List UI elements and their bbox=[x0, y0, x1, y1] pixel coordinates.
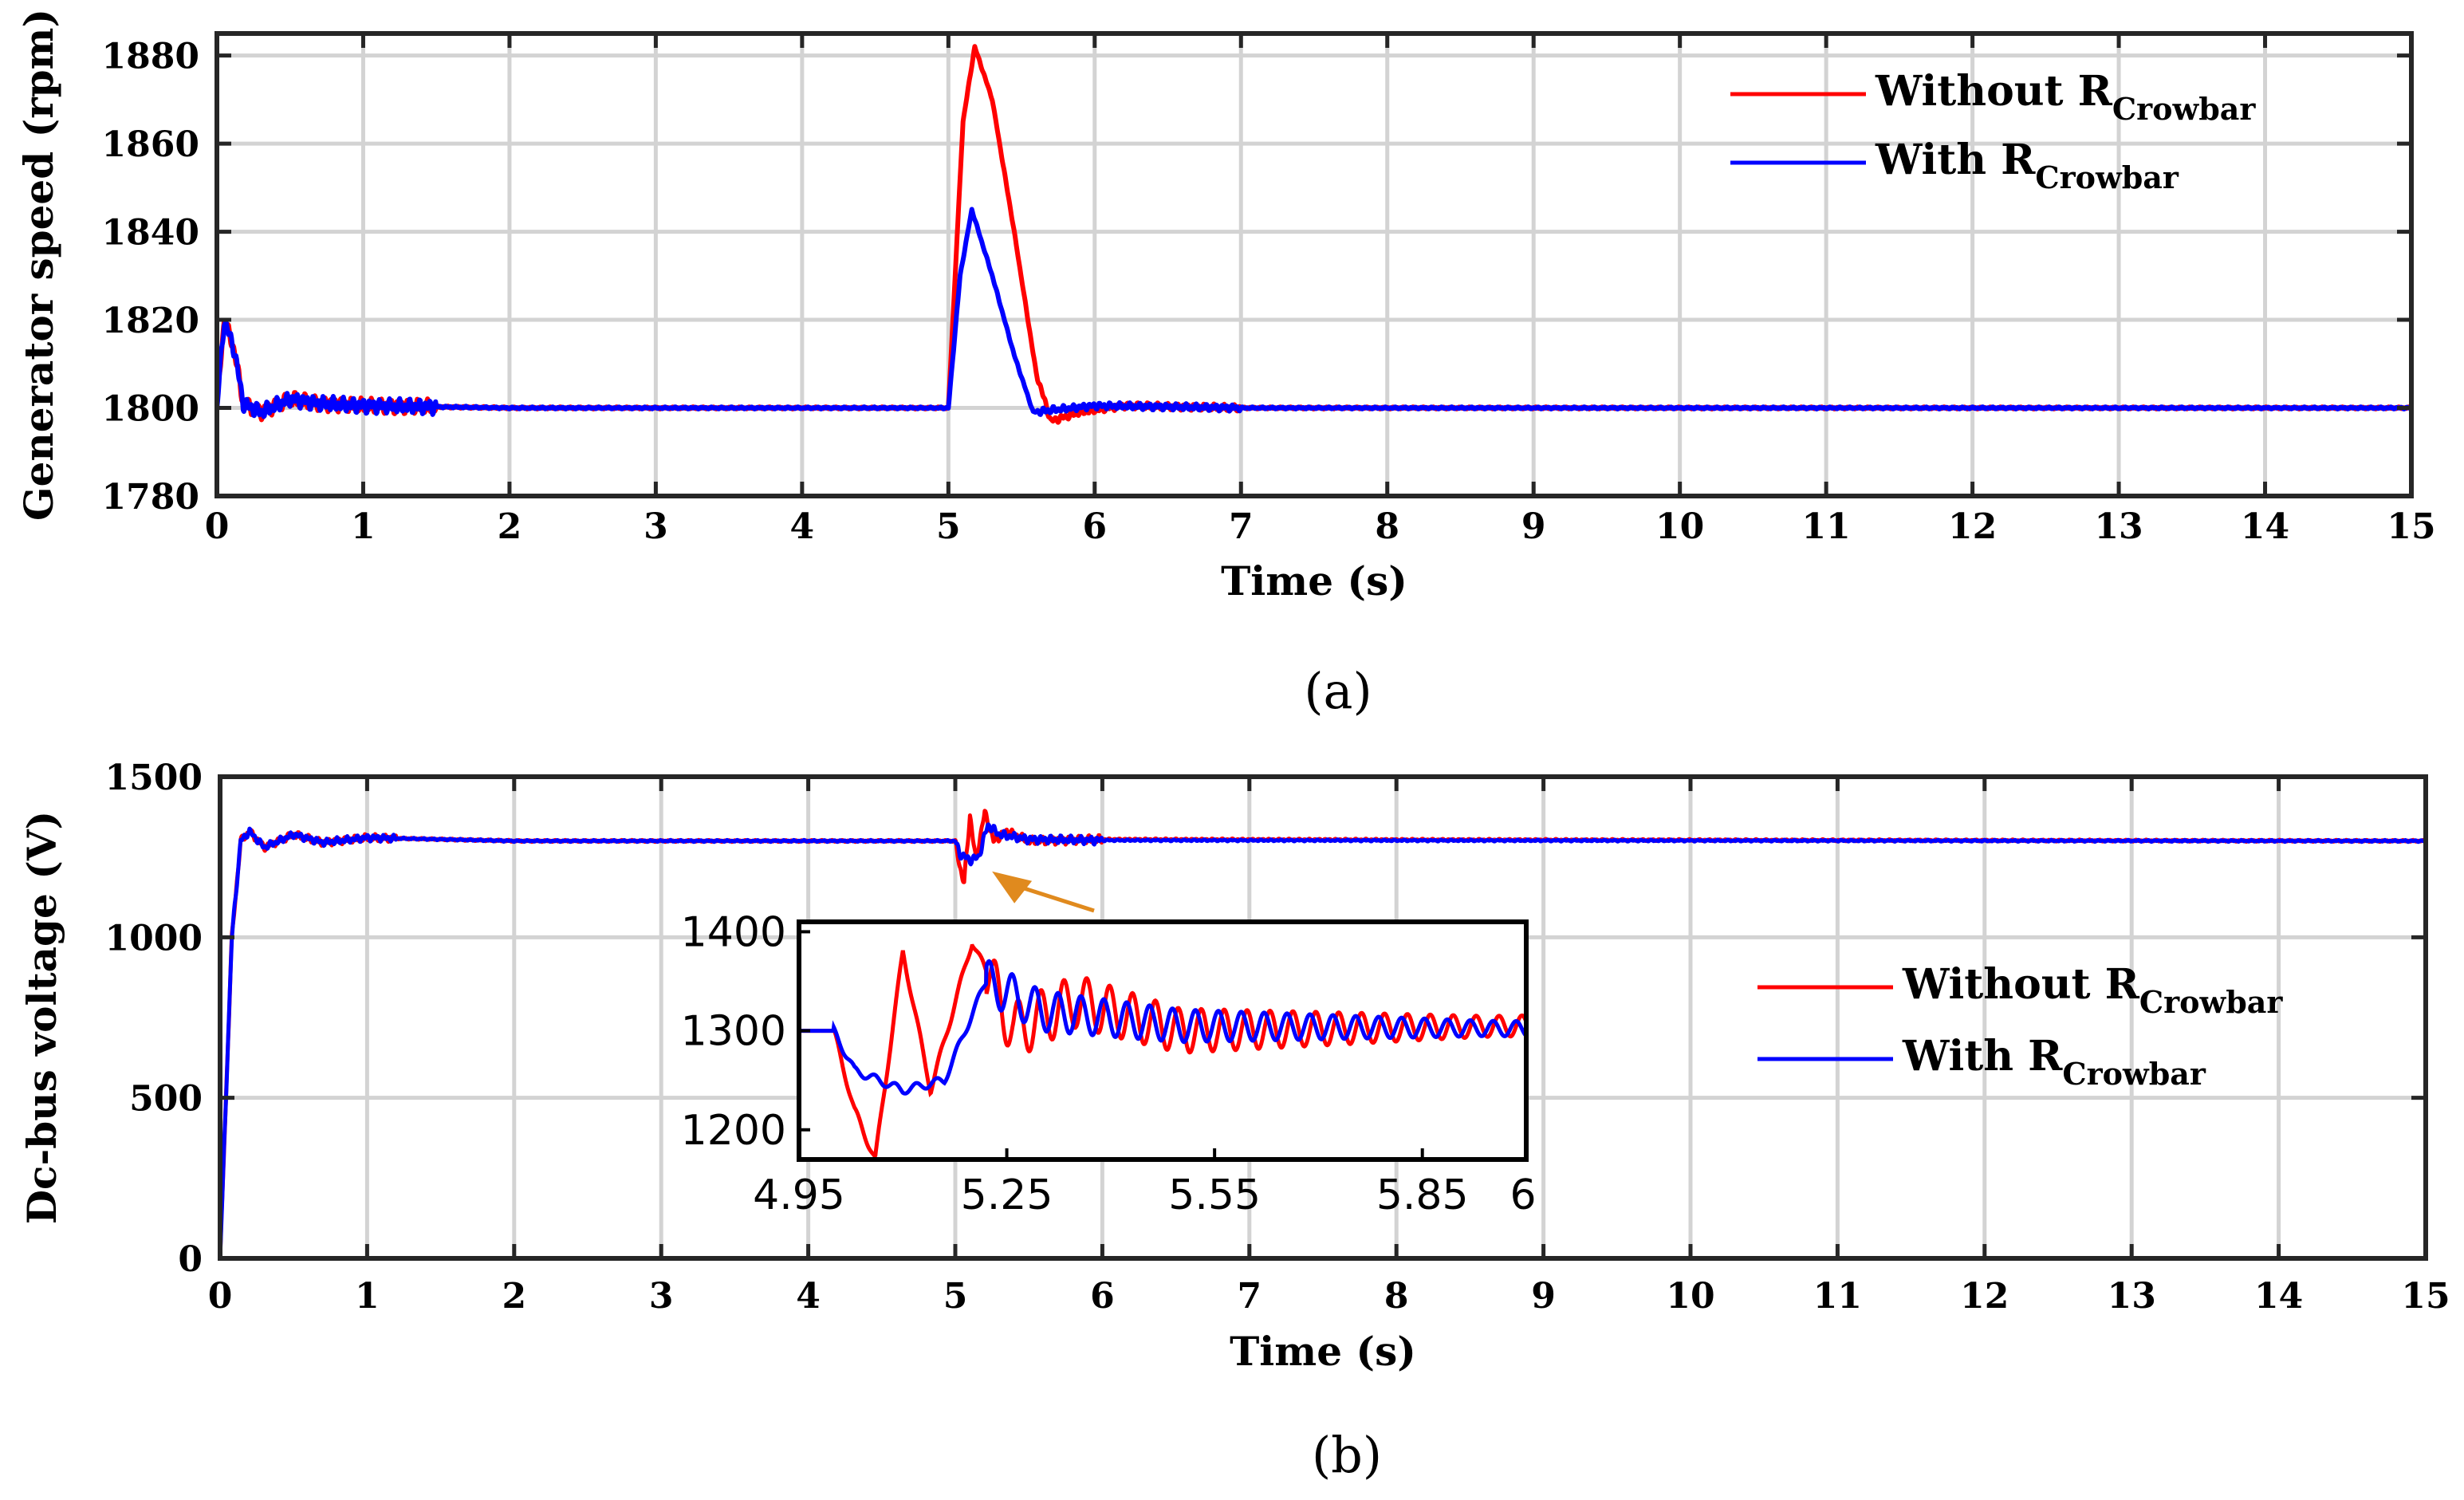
series-line-with bbox=[215, 207, 2414, 419]
inset-x-tick-label: 6 bbox=[1509, 1171, 1536, 1219]
y-axis-label: Dc-bus voltage (V) bbox=[18, 811, 65, 1225]
plot-frame bbox=[218, 774, 2428, 1261]
inset-x-tick-label: 5.25 bbox=[961, 1171, 1053, 1219]
x-tick-label: 10 bbox=[1666, 1276, 1714, 1317]
y-tick-label: 1500 bbox=[105, 758, 203, 798]
x-tick-label: 5 bbox=[943, 1276, 968, 1317]
x-tick-label: 5 bbox=[936, 506, 961, 547]
y-tick-label: 1860 bbox=[102, 124, 199, 165]
x-tick-label: 4 bbox=[796, 1276, 821, 1317]
x-tick-label: 1 bbox=[355, 1276, 380, 1317]
x-tick-label: 14 bbox=[2254, 1276, 2303, 1317]
x-tick-label: 8 bbox=[1375, 506, 1399, 547]
x-tick-label: 6 bbox=[1090, 1276, 1115, 1317]
x-tick-label: 13 bbox=[2108, 1276, 2156, 1317]
x-tick-label: 11 bbox=[1802, 506, 1851, 547]
x-tick-label: 15 bbox=[2401, 1276, 2450, 1317]
x-tick-label: 11 bbox=[1813, 1276, 1862, 1317]
figure-caption: (a) bbox=[1304, 662, 1372, 720]
y-axis-label: Generator speed (rpm) bbox=[15, 9, 62, 521]
legend-label-subscript: Crowbar bbox=[2112, 91, 2257, 127]
legend-label-subscript: Crowbar bbox=[2139, 984, 2284, 1020]
inset-y-tick-label: 1200 bbox=[681, 1107, 786, 1155]
figure-caption: (b) bbox=[1312, 1426, 1382, 1484]
inset-y-tick-label: 1400 bbox=[681, 908, 786, 956]
y-tick-label: 500 bbox=[129, 1079, 203, 1120]
x-tick-label: 1 bbox=[351, 506, 376, 547]
x-tick-label: 0 bbox=[208, 1276, 233, 1317]
legend-label-main: With R bbox=[1902, 1032, 2063, 1081]
chart-a-generator-speed: 0 1 2 3 4 5 6 7 8 9 10 11 12 13 14 15178018001820184018… bbox=[15, 9, 2436, 720]
x-axis-label: Time (s) bbox=[1230, 1328, 1416, 1375]
x-tick-label: 15 bbox=[2387, 506, 2435, 547]
y-tick-label: 1780 bbox=[102, 477, 199, 518]
x-tick-label: 0 bbox=[205, 506, 230, 547]
y-tick-label: 1880 bbox=[102, 37, 199, 77]
x-axis-label: Time (s) bbox=[1221, 557, 1407, 604]
x-tick-label: 10 bbox=[1655, 506, 1704, 547]
y-tick-label: 1800 bbox=[102, 389, 199, 430]
legend-label-with: With RCrowbar bbox=[1902, 1032, 2206, 1092]
x-tick-label: 6 bbox=[1082, 506, 1107, 547]
x-tick-label: 8 bbox=[1384, 1276, 1409, 1317]
y-tick-label: 1840 bbox=[102, 213, 199, 254]
legend-label-with: With RCrowbar bbox=[1875, 136, 2179, 195]
x-tick-label: 7 bbox=[1229, 506, 1254, 547]
x-tick-label: 14 bbox=[2241, 506, 2289, 547]
x-tick-label: 7 bbox=[1237, 1276, 1262, 1317]
x-tick-label: 3 bbox=[644, 506, 668, 547]
inset-x-tick-label: 5.85 bbox=[1376, 1171, 1469, 1219]
y-tick-label: 1820 bbox=[102, 301, 199, 341]
legend-label-without: Without RCrowbar bbox=[1902, 960, 2283, 1020]
legend-label-subscript: Crowbar bbox=[2035, 159, 2179, 195]
legend-label-main: Without R bbox=[1875, 67, 2113, 116]
legend-label-without: Without RCrowbar bbox=[1875, 67, 2256, 127]
x-tick-label: 13 bbox=[2094, 506, 2143, 547]
inset-x-tick-label: 4.95 bbox=[753, 1171, 845, 1219]
x-tick-label: 12 bbox=[1960, 1276, 2009, 1317]
x-tick-label: 9 bbox=[1521, 506, 1546, 547]
x-tick-label: 9 bbox=[1531, 1276, 1556, 1317]
legend-label-subscript: Crowbar bbox=[2062, 1056, 2206, 1092]
y-tick-label: 1000 bbox=[105, 918, 203, 959]
x-tick-label: 2 bbox=[502, 1276, 526, 1317]
series-line-with bbox=[218, 822, 2427, 1259]
x-tick-label: 2 bbox=[498, 506, 522, 547]
inset-y-tick-label: 1300 bbox=[681, 1008, 786, 1056]
x-tick-label: 4 bbox=[790, 506, 815, 547]
y-tick-label: 0 bbox=[178, 1239, 203, 1280]
plot-frame bbox=[215, 31, 2414, 498]
inset-zoom-chart: 4.95 5.25 5.55 5.85 6 1200 1300 1400 bbox=[681, 908, 1537, 1219]
x-tick-label: 3 bbox=[649, 1276, 674, 1317]
x-tick-label: 12 bbox=[1948, 506, 1997, 547]
inset-series-line-with bbox=[799, 959, 1528, 1096]
legend-label-main: With R bbox=[1875, 136, 2036, 184]
inset-x-tick-label: 5.55 bbox=[1168, 1171, 1261, 1219]
zoom-arrow-head bbox=[992, 871, 1033, 904]
inset-frame bbox=[797, 919, 1529, 1162]
legend-label-main: Without R bbox=[1902, 960, 2140, 1009]
